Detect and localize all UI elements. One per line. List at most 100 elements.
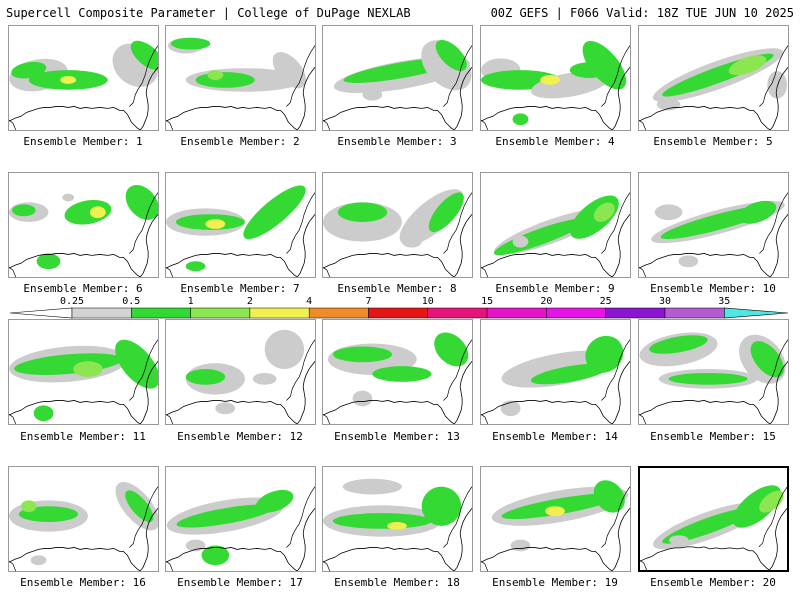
map-graphic [166,185,315,277]
ensemble-member-label: Ensemble Member: 13 [334,430,460,443]
ensemble-member-map[interactable] [638,25,789,131]
ensemble-member-map[interactable] [480,25,631,131]
coastline-path [481,119,489,130]
coastline-path [166,253,298,277]
colorbar-tick-label: 4 [306,296,313,307]
map-graphic [323,332,472,424]
coastline-path [759,192,788,254]
coastline-path [166,106,298,130]
ensemble-member-map[interactable] [8,466,159,572]
scp-contour-blob [201,545,230,566]
map-graphic [323,478,472,571]
ensemble-member-map[interactable] [638,172,789,278]
scp-contour-blob [585,335,624,373]
coastline-path [323,253,455,277]
ensemble-member-label: Ensemble Member: 20 [650,576,776,589]
scp-contour-blob [243,185,306,240]
map-graphic [639,192,788,277]
scp-contour-blob [205,219,226,229]
ensemble-member-map[interactable] [165,319,316,425]
coastline-path [323,266,331,277]
scp-contour-blob [649,335,708,354]
ensemble-member-map[interactable] [480,319,631,425]
ensemble-member-map[interactable] [8,172,159,278]
scp-contour-blob [593,480,625,513]
coastline-path [286,339,315,401]
coastline-path [443,486,472,548]
ensemble-member-map[interactable] [322,466,473,572]
ensemble-member-map[interactable] [165,25,316,131]
map-graphic [639,332,788,424]
coastline-path [769,66,788,130]
ensemble-member-map[interactable] [322,172,473,278]
coastline-path [601,45,630,107]
ensemble-member-label: Ensemble Member: 3 [337,135,457,148]
ensemble-member-map[interactable] [8,319,159,425]
ensemble-member-map[interactable] [638,466,789,572]
ensemble-member-map[interactable] [480,172,631,278]
scp-contour-blob [654,204,683,221]
ensemble-member-map[interactable] [8,25,159,131]
colorbar-tick-label: 0.5 [122,296,141,307]
coastline-path [453,66,472,130]
scp-contour-blob [170,37,211,50]
color-scale-graphic [10,307,789,319]
scp-contour-blob [738,200,777,224]
map-graphic [166,37,315,130]
coastline-path [166,266,174,277]
coastline-path [323,560,331,571]
scp-contour-blob [272,51,306,89]
valid-time-label: 00Z GEFS | F066 Valid: 18Z TUE JUN 10 20… [490,6,794,20]
colorbar-tick-label: 20 [540,296,553,307]
coastline-path [139,213,158,277]
coastline-path [601,339,630,401]
coastline-path [611,360,630,424]
ensemble-member-map[interactable] [480,466,631,572]
coastline-path [296,360,315,424]
ensemble-member-label: Ensemble Member: 14 [492,430,618,443]
map-graphic [166,329,315,424]
colorbar-swatch [131,307,191,319]
coastline-path [453,360,472,424]
coastline-path [481,400,613,424]
map-graphic [9,339,158,424]
coastline-path [481,560,489,571]
scp-contour-blob [215,402,236,415]
coastline-path [9,400,141,424]
ensemble-member-map[interactable] [165,466,316,572]
scp-contour-blob [11,204,36,217]
colorbar-tick-label: 30 [658,296,672,307]
ensemble-member-map[interactable] [638,319,789,425]
coastline-path [611,66,630,130]
colorbar-swatch [605,307,666,319]
colorbar-tick-label: 7 [365,296,372,307]
coastline-path [640,546,770,570]
coastline-path [443,339,472,401]
coastline-path [9,106,141,130]
scp-contour-blob [207,70,224,80]
colorbar-low-end [10,307,73,319]
colorbar-swatch [308,307,369,319]
coastline-path [601,486,630,548]
ensemble-member-map[interactable] [322,25,473,131]
coastline-path [139,360,158,424]
coastline-path [759,339,788,401]
ensemble-member-label: Ensemble Member: 9 [495,282,615,295]
colorbar-tick-label: 15 [481,296,494,307]
scp-contour-blob [176,504,274,528]
map-graphic [639,45,788,130]
coastline-path [296,507,315,571]
scp-contour-blob [36,253,61,270]
coastline-path [323,106,455,130]
ensemble-member-map[interactable] [322,319,473,425]
map-graphic [9,185,158,277]
coastline-path [129,339,158,401]
scp-contour-blob [668,372,748,385]
scp-contour-blob [352,390,373,407]
coastline-path [481,266,489,277]
ensemble-member-map[interactable] [165,172,316,278]
map-graphic [323,189,472,277]
scp-contour-blob [545,506,565,517]
coastline-path [323,413,331,424]
coastline-path [286,45,315,107]
